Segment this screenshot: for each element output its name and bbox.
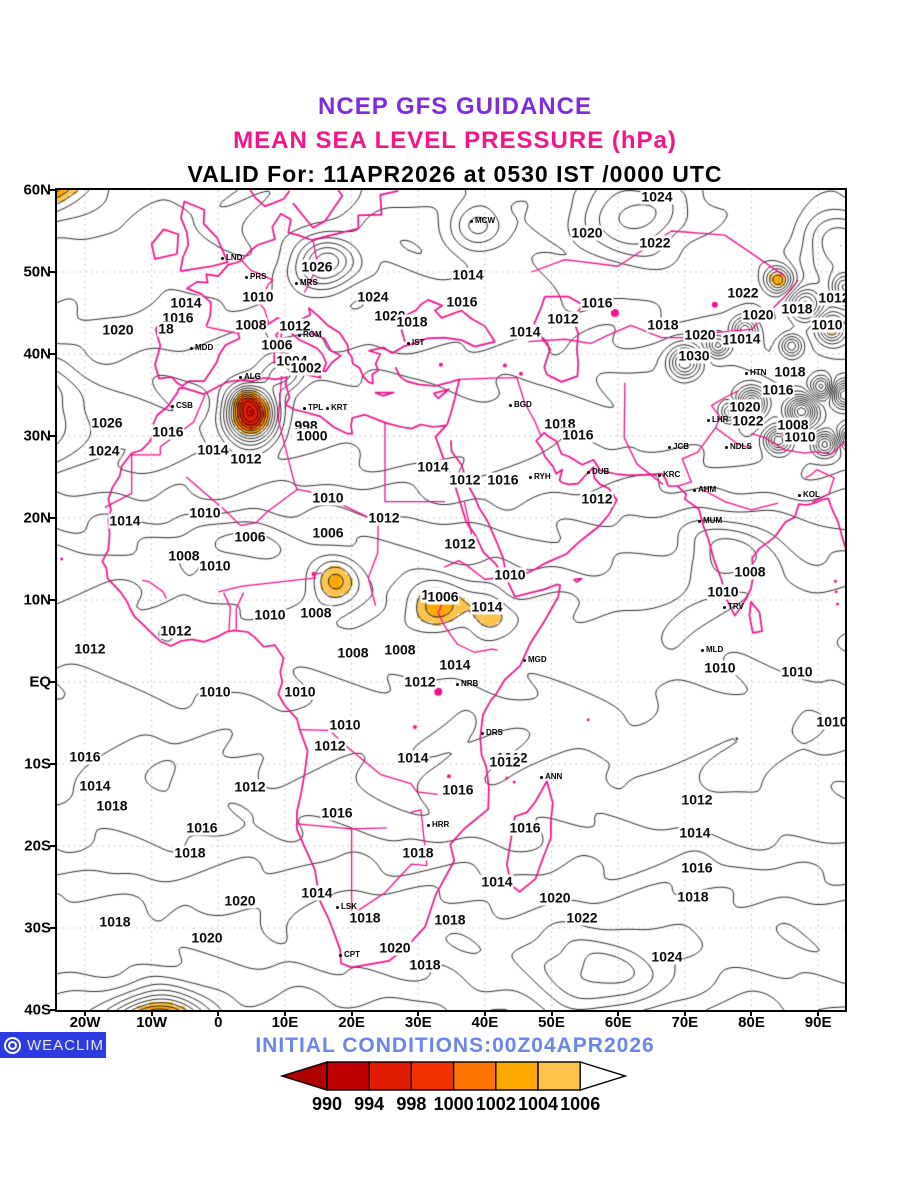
y-axis-tick (50, 353, 55, 355)
y-axis-tick (50, 599, 55, 601)
y-axis-tick (50, 927, 55, 929)
logo-text: WEACLIM (27, 1036, 105, 1054)
pressure-contour-map (57, 190, 845, 1010)
initial-conditions-text: INITIAL CONDITIONS:00Z04APR2026 (255, 1034, 655, 1057)
x-axis-tick-label: 70E (671, 1014, 699, 1031)
colorbar-segment (495, 1061, 539, 1091)
y-axis-tick-label: 50N (23, 263, 51, 281)
y-axis-tick-label: 20N (23, 509, 51, 527)
x-axis-tick (817, 1011, 820, 1016)
colorbar-segment (326, 1061, 370, 1091)
y-axis-tick-label: 40N (23, 345, 51, 363)
y-axis-tick-label: 10S (24, 755, 51, 773)
x-axis-tick (350, 1011, 353, 1016)
colorbar-segment (410, 1061, 455, 1091)
y-axis-tick-label: 30N (23, 427, 51, 445)
x-axis-tick (83, 1011, 86, 1016)
logo-ring-icon (4, 1036, 21, 1054)
y-axis-tick-label: EQ (29, 673, 51, 691)
colorbar-arrow (280, 1061, 328, 1091)
x-axis-tick-label: 20W (69, 1014, 101, 1031)
colorbar-value: 1002 (475, 1094, 516, 1114)
colorbar (280, 1061, 628, 1091)
y-axis-tick (50, 517, 55, 519)
y-axis-tick (50, 763, 55, 765)
colorbar-value: 998 (396, 1094, 427, 1114)
x-axis-tick-label: 80E (738, 1014, 765, 1031)
colorbar-value: 994 (354, 1094, 385, 1114)
x-axis-tick (683, 1011, 686, 1016)
valid-time-line: VALID For: 11APR2026 at 0530 IST /0000 U… (187, 161, 723, 187)
colorbar-value: 1004 (517, 1094, 559, 1114)
colorbar-value: 1006 (560, 1094, 601, 1114)
x-axis-tick (150, 1011, 153, 1016)
colorbar-value: 990 (311, 1094, 343, 1114)
colorbar-arrow (579, 1061, 628, 1091)
x-axis-tick-label: 60E (604, 1014, 632, 1031)
weaclim-logo: WEACLIM (0, 1032, 106, 1058)
x-axis-tick (550, 1011, 553, 1016)
x-axis-tick (483, 1011, 486, 1016)
y-axis-tick (50, 1009, 55, 1011)
y-axis-tick-label: 40S (24, 1001, 51, 1019)
x-axis-tick (417, 1011, 420, 1016)
x-axis-tick-label: 40E (471, 1014, 499, 1031)
y-axis-tick (50, 189, 55, 191)
y-axis-tick (50, 681, 55, 683)
page-subtitle: MEAN SEA LEVEL PRESSURE (hPa) (233, 127, 677, 154)
x-axis-tick-label: 0 (214, 1014, 223, 1031)
y-axis-tick-label: 20S (24, 837, 51, 855)
x-axis-tick-label: 10E (271, 1014, 299, 1031)
y-axis-tick (50, 271, 55, 273)
y-axis-tick-label: 30S (24, 919, 51, 937)
x-axis-tick (617, 1011, 620, 1016)
page-title: NCEP GFS GUIDANCE (318, 93, 592, 120)
colorbar-segment (368, 1061, 413, 1091)
map-frame (55, 188, 847, 1012)
colorbar-value: 1000 (433, 1094, 474, 1114)
x-axis-tick (750, 1011, 753, 1016)
colorbar-segment (452, 1061, 497, 1091)
x-axis-tick (217, 1011, 220, 1016)
x-axis-tick-label: 90E (804, 1014, 832, 1031)
x-axis-tick-label: 20E (338, 1014, 365, 1031)
y-axis-tick (50, 845, 55, 847)
y-axis-tick (50, 435, 55, 437)
x-axis-tick-label: 10W (136, 1014, 168, 1031)
y-axis-tick-label: 10N (23, 591, 51, 609)
x-axis-tick-label: 50E (538, 1014, 565, 1031)
x-axis-tick-label: 30E (404, 1014, 432, 1031)
x-axis-tick (283, 1011, 286, 1016)
colorbar-segment (537, 1061, 581, 1091)
y-axis-tick-label: 60N (23, 181, 51, 199)
